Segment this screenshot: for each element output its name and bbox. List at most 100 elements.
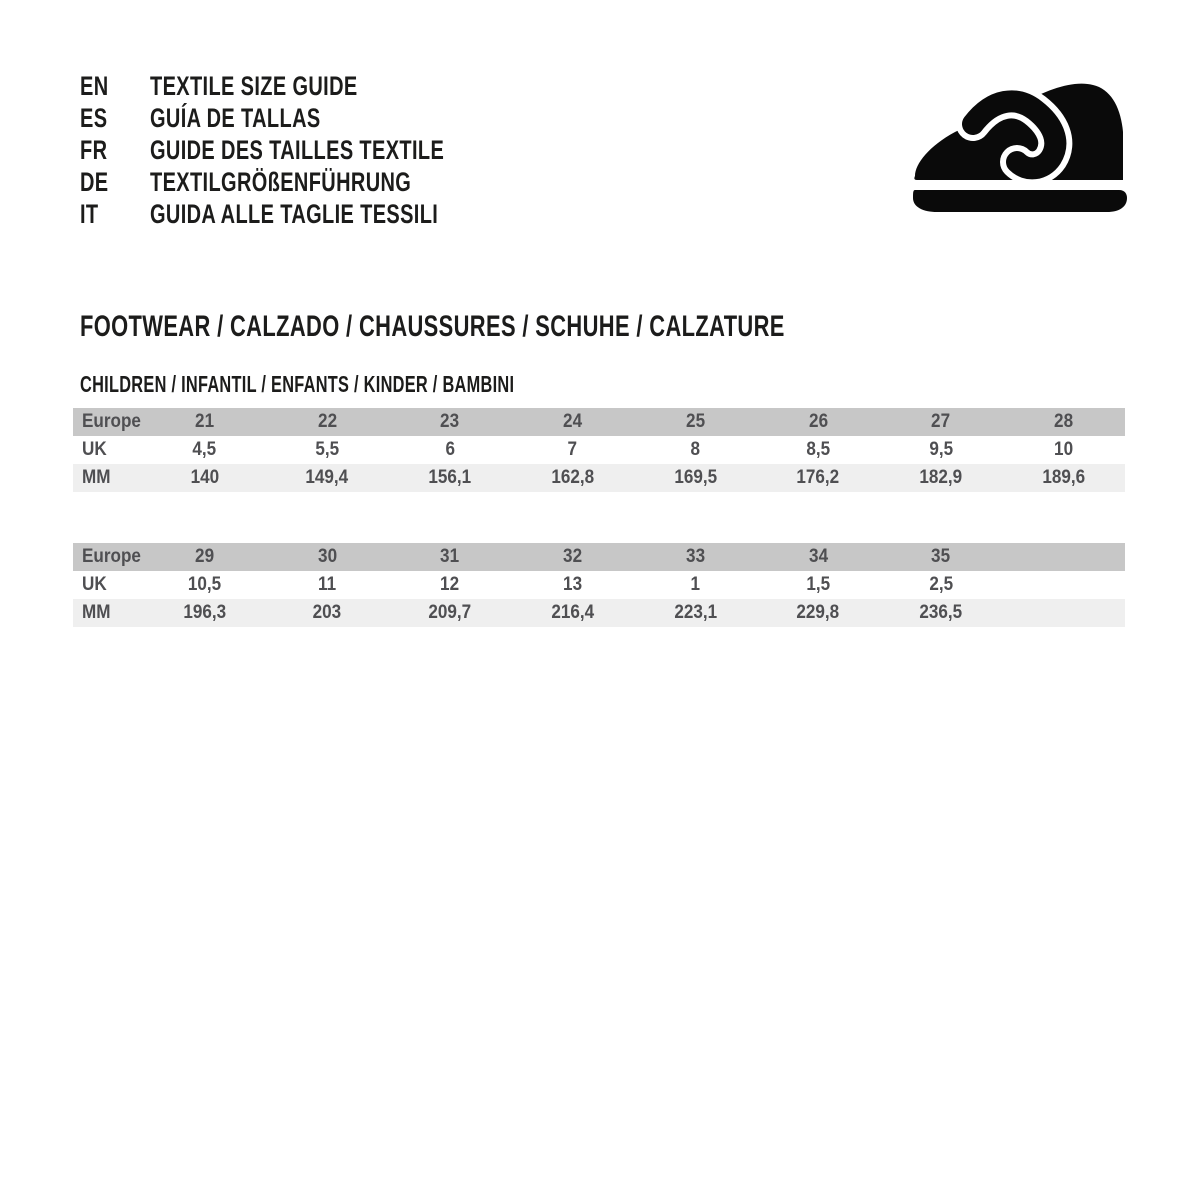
- size-value: 140: [190, 467, 219, 488]
- language-row: FR GUIDE DES TAILLES TEXTILE: [80, 134, 548, 166]
- size-cell: 2,5: [879, 571, 1003, 599]
- size-value: 156,1: [428, 467, 472, 488]
- size-value: 209,7: [428, 602, 472, 623]
- language-title-cell: GUIDE DES TAILLES TEXTILE: [150, 134, 548, 166]
- size-cell: 4,5: [143, 436, 266, 464]
- row-label: MM: [82, 602, 111, 623]
- size-value: 7: [567, 439, 578, 460]
- size-cell: 216,4: [511, 599, 634, 627]
- table-row-mm: MM 196,3 203 209,7 216,4 223,1 229,8 236…: [73, 599, 1125, 627]
- size-value: 162,8: [551, 467, 595, 488]
- size-cell: 6: [388, 436, 512, 464]
- shoe-strap: [962, 90, 1067, 180]
- size-cell: 156,1: [388, 464, 512, 492]
- size-cell: [1002, 543, 1125, 571]
- table-row-uk: UK 10,5 11 12 13 1 1,5 2,5: [73, 571, 1125, 599]
- table-row-europe: Europe 21 22 23 24 25 26 27 28: [73, 408, 1125, 436]
- language-row: EN TEXTILE SIZE GUIDE: [80, 70, 548, 102]
- row-label: Europe: [82, 411, 141, 432]
- language-code: IT: [80, 199, 99, 229]
- size-value: 229,8: [796, 602, 840, 623]
- size-cell: 22: [265, 408, 389, 436]
- language-row: IT GUIDA ALLE TAGLIE TESSILI: [80, 198, 548, 230]
- size-cell: 182,9: [879, 464, 1003, 492]
- size-cell: 34: [756, 543, 880, 571]
- size-cell: 209,7: [388, 599, 512, 627]
- size-value: 10: [1054, 439, 1074, 460]
- size-cell: 13: [511, 571, 634, 599]
- size-cell: 35: [879, 543, 1003, 571]
- size-value: 196,3: [182, 602, 226, 623]
- row-label-cell: UK: [73, 436, 143, 464]
- size-cell: 162,8: [511, 464, 634, 492]
- size-cell: 8: [634, 436, 757, 464]
- size-cell: 10,5: [143, 571, 266, 599]
- size-value: 25: [685, 411, 705, 432]
- size-cell: 1: [634, 571, 757, 599]
- section-title: FOOTWEAR / CALZADO / CHAUSSURES / SCHUHE…: [80, 310, 785, 343]
- size-value: 1,5: [806, 574, 831, 595]
- size-cell: 176,2: [756, 464, 880, 492]
- size-value: 33: [685, 546, 705, 567]
- size-cell: 1,5: [756, 571, 880, 599]
- row-label: UK: [82, 439, 107, 460]
- shoe-body: [914, 83, 1123, 180]
- size-value: 22: [317, 411, 337, 432]
- size-cell: 21: [143, 408, 266, 436]
- row-label-cell: MM: [73, 599, 143, 627]
- language-title-cell: TEXTILGRÖßENFÜHRUNG: [150, 166, 503, 198]
- size-cell: 189,6: [1002, 464, 1125, 492]
- language-title-cell: GUIDA ALLE TAGLIE TESSILI: [150, 198, 540, 230]
- size-cell: 203: [265, 599, 389, 627]
- language-code-cell: ES: [80, 102, 150, 134]
- size-value: 176,2: [796, 467, 840, 488]
- language-code-cell: IT: [80, 198, 150, 230]
- size-cell: 25: [634, 408, 757, 436]
- size-cell: 12: [388, 571, 512, 599]
- size-value: 23: [440, 411, 460, 432]
- size-value: 27: [931, 411, 951, 432]
- size-value: 13: [563, 574, 583, 595]
- size-value: 182,9: [919, 467, 963, 488]
- size-cell: 9,5: [879, 436, 1003, 464]
- table-row-mm: MM 140 149,4 156,1 162,8 169,5 176,2 182…: [73, 464, 1125, 492]
- size-cell: 28: [1002, 408, 1125, 436]
- size-value: 28: [1054, 411, 1074, 432]
- size-cell: 229,8: [756, 599, 880, 627]
- size-cell: 236,5: [879, 599, 1003, 627]
- language-row: ES GUÍA DE TALLAS: [80, 102, 548, 134]
- size-cell: 223,1: [634, 599, 757, 627]
- size-cell: [1002, 599, 1125, 627]
- children-shoe-icon: [913, 83, 1127, 212]
- section-subtitle: CHILDREN / INFANTIL / ENFANTS / KINDER /…: [80, 371, 515, 397]
- size-table-eu-21-28: Europe 21 22 23 24 25 26 27 28 UK 4,5 5,…: [73, 408, 1125, 492]
- size-cell: 7: [511, 436, 634, 464]
- row-label-cell: UK: [73, 571, 143, 599]
- size-cell: 149,4: [265, 464, 389, 492]
- size-cell: 33: [634, 543, 757, 571]
- language-title: GUIDA ALLE TAGLIE TESSILI: [150, 199, 439, 229]
- size-value: 189,6: [1042, 467, 1086, 488]
- size-value: 169,5: [673, 467, 717, 488]
- size-cell: 32: [511, 543, 634, 571]
- size-cell: 30: [265, 543, 389, 571]
- size-cell: 8,5: [756, 436, 880, 464]
- size-value: 223,1: [673, 602, 717, 623]
- size-value: 35: [931, 546, 951, 567]
- language-title-cell: GUÍA DE TALLAS: [150, 102, 381, 134]
- language-title-cell: TEXTILE SIZE GUIDE: [150, 70, 431, 102]
- table-row-europe: Europe 29 30 31 32 33 34 35: [73, 543, 1125, 571]
- size-value: 216,4: [551, 602, 595, 623]
- size-value: 11: [318, 574, 337, 595]
- size-cell: 10: [1002, 436, 1125, 464]
- size-value: 1: [690, 574, 701, 595]
- size-cell: 23: [388, 408, 512, 436]
- size-value: 34: [808, 546, 828, 567]
- size-cell: 140: [143, 464, 266, 492]
- size-cell: 24: [511, 408, 634, 436]
- language-code-cell: DE: [80, 166, 150, 198]
- row-label-cell: Europe: [73, 408, 143, 436]
- size-cell: 27: [879, 408, 1003, 436]
- size-value: 21: [194, 411, 214, 432]
- language-code: ES: [80, 103, 108, 133]
